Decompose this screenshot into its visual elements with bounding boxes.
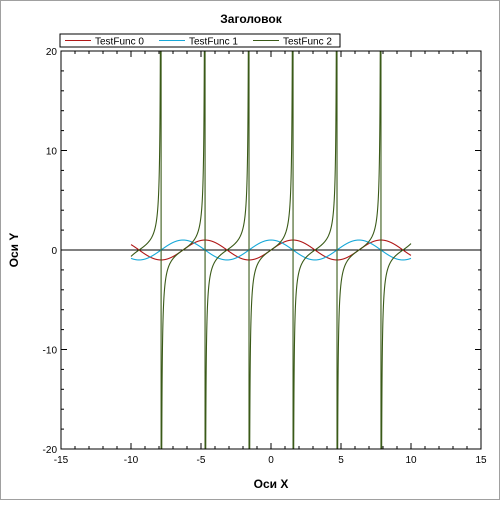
series-line-testfunc-2 bbox=[130, 51, 412, 449]
x-tick-label: 10 bbox=[405, 455, 417, 466]
x-tick-label: -10 bbox=[124, 455, 139, 466]
x-tick-label: -5 bbox=[197, 455, 206, 466]
x-tick-label: -15 bbox=[54, 455, 69, 466]
legend-box bbox=[59, 33, 341, 48]
x-axis-label: Оси X bbox=[254, 477, 289, 491]
x-tick-label: 0 bbox=[268, 455, 274, 466]
y-tick-label: 20 bbox=[46, 47, 58, 58]
y-tick-label: 0 bbox=[51, 246, 57, 257]
axis-ticks: -15 -10 -5 0 5 10 15 -20 -10 0 10 20 bbox=[43, 47, 487, 466]
legend: TestFunc 0 TestFunc 1 TestFunc 2 bbox=[59, 33, 341, 48]
y-axis-label: Оси Y bbox=[7, 233, 21, 268]
y-tick-label: -20 bbox=[43, 445, 58, 456]
legend-label-testfunc-1: TestFunc 1 bbox=[189, 37, 238, 48]
legend-label-testfunc-0: TestFunc 0 bbox=[95, 37, 144, 48]
chart-title: Заголовок bbox=[220, 12, 282, 26]
y-tick-label: -10 bbox=[43, 346, 58, 357]
legend-label-testfunc-2: TestFunc 2 bbox=[283, 37, 332, 48]
plot-area bbox=[60, 50, 482, 450]
y-tick-label: 10 bbox=[46, 147, 58, 158]
x-tick-label: 15 bbox=[475, 455, 487, 466]
series-line-testfunc-1 bbox=[130, 239, 412, 261]
x-tick-label: 5 bbox=[338, 455, 344, 466]
